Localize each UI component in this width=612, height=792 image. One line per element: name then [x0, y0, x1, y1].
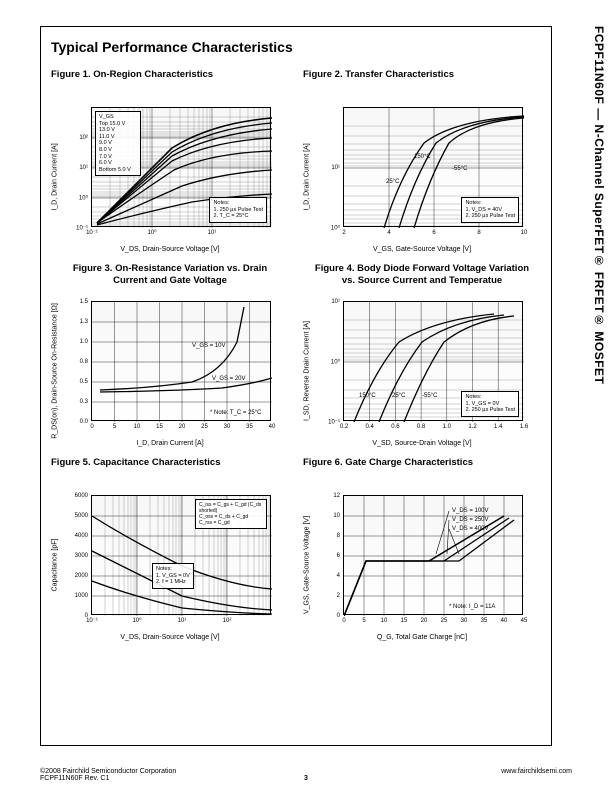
figure-4-chart: I_SD, Reverse Drain Current [A] — [307, 295, 537, 447]
svg-text:150°C: 150°C — [359, 393, 376, 399]
figure-1-title: Figure 1. On-Region Characteristics — [51, 69, 289, 95]
svg-text:* Note: T_C = 25°C: * Note: T_C = 25°C — [210, 410, 262, 416]
figure-4-title: Figure 4. Body Diode Forward Voltage Var… — [303, 263, 541, 289]
svg-text:25°C: 25°C — [386, 179, 400, 185]
figure-3-title: Figure 3. On-Resistance Variation vs. Dr… — [51, 263, 289, 289]
figure-4-xlabel: V_SD, Source-Drain Voltage [V] — [307, 440, 537, 447]
figure-3-xlabel: I_D, Drain Current [A] — [55, 440, 285, 447]
figure-6-chart: V_GS, Gate-Source Voltage [V] V_DS — [307, 489, 537, 641]
figure-1-legend: V_GS Top 15.0 V 13.0 V 11.0 V 9.0 V 8.0 … — [95, 111, 141, 176]
figure-2-notes: Notes: 1. V_DS = 40V 2. 250 μs Pulse Tes… — [461, 197, 519, 223]
figure-3-chart: R_DS(on), Drain-Source On-Resistance [Ω]… — [55, 295, 285, 447]
figure-5-xlabel: V_DS, Drain-Source Voltage [V] — [55, 634, 285, 641]
figure-1-chart: I_D, Drain Current [A] — [55, 101, 285, 253]
figure-2-title: Figure 2. Transfer Characteristics — [303, 69, 541, 95]
figure-3: Figure 3. On-Resistance Variation vs. Dr… — [51, 263, 289, 447]
figure-2-chart: I_D, Drain Current [A] — [307, 101, 537, 253]
svg-text:150°C: 150°C — [414, 154, 431, 160]
svg-text:V_DS = 250V: V_DS = 250V — [452, 517, 489, 523]
figure-1: Figure 1. On-Region Characteristics I_D,… — [51, 69, 289, 253]
figure-1-notes: Notes: 1. 250 μs Pulse Test 2. T_C = 25°… — [209, 197, 267, 223]
section-title: Typical Performance Characteristics — [51, 39, 541, 55]
figure-6-xlabel: Q_G, Total Gate Charge [nC] — [307, 634, 537, 641]
figure-5-legend: C_iss = C_gs + C_gd (C_ds shorted) C_oss… — [195, 499, 267, 529]
footer-left: ©2008 Fairchild Semiconductor Corporatio… — [40, 768, 176, 782]
page-frame: Typical Performance Characteristics Figu… — [40, 26, 552, 746]
figure-6: Figure 6. Gate Charge Characteristics V_… — [303, 457, 541, 641]
svg-text:V_DS = 100V: V_DS = 100V — [452, 508, 489, 514]
figure-4: Figure 4. Body Diode Forward Voltage Var… — [303, 263, 541, 447]
svg-text:-55°C: -55°C — [452, 166, 468, 172]
figure-row-3: Figure 5. Capacitance Characteristics Ca… — [51, 457, 541, 641]
figure-5-chart: Capacitance [pF] — [55, 489, 285, 641]
figure-5-notes: Notes: 1. V_GS = 0V 2. f = 1 MHz — [152, 563, 194, 589]
figure-2: Figure 2. Transfer Characteristics I_D, … — [303, 69, 541, 253]
figure-5-title: Figure 5. Capacitance Characteristics — [51, 457, 289, 483]
svg-text:* Note: I_D = 11A: * Note: I_D = 11A — [449, 604, 495, 610]
page-number: 3 — [304, 775, 308, 782]
figure-4-notes: Notes: 1. V_GS = 0V 2. 250 μs Pulse Test — [461, 391, 519, 417]
figure-5: Figure 5. Capacitance Characteristics Ca… — [51, 457, 289, 641]
side-product-label: FCPF11N60F — N-Channel SuperFET® FRFET® … — [592, 26, 606, 384]
figure-row-2: Figure 3. On-Resistance Variation vs. Dr… — [51, 263, 541, 447]
figure-2-xlabel: V_GS, Gate-Source Voltage [V] — [307, 246, 537, 253]
figure-1-xlabel: V_DS, Drain-Source Voltage [V] — [55, 246, 285, 253]
svg-text:-55°C: -55°C — [422, 393, 438, 399]
svg-text:V_GS = 20V: V_GS = 20V — [212, 376, 246, 382]
svg-text:25°C: 25°C — [392, 393, 406, 399]
svg-text:V_DS = 400V: V_DS = 400V — [452, 526, 489, 532]
figure-row-1: Figure 1. On-Region Characteristics I_D,… — [51, 69, 541, 253]
svg-text:V_GS = 10V: V_GS = 10V — [192, 343, 226, 349]
figure-6-title: Figure 6. Gate Charge Characteristics — [303, 457, 541, 483]
footer-right: www.fairchildsemi.com — [501, 768, 572, 782]
